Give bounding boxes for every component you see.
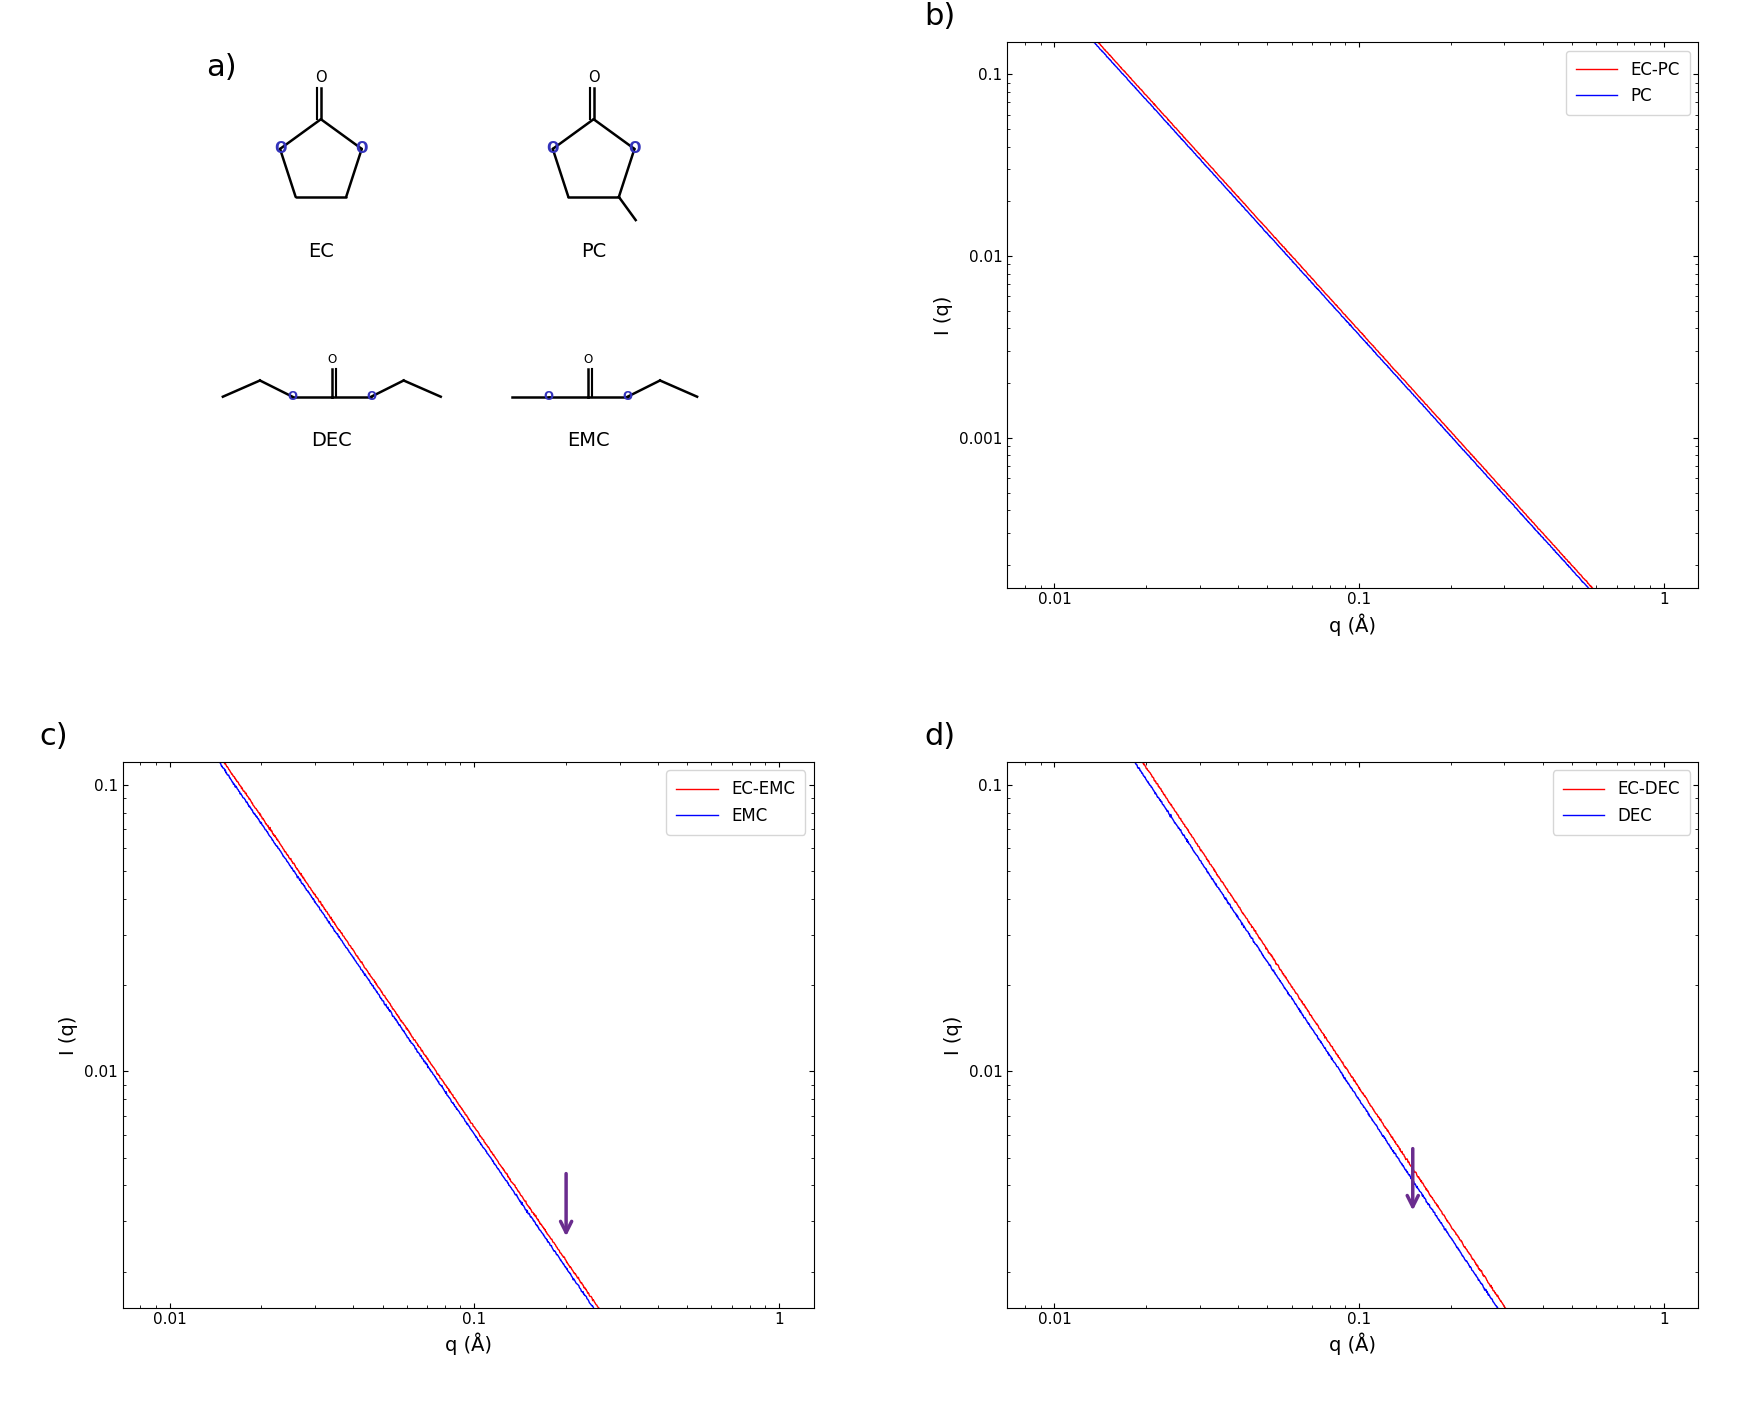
- DEC: [1345, 1085, 1366, 1102]
- EC-EMC: [273, 841, 294, 858]
- EC-EMC: [112, 606, 133, 623]
- Text: O: O: [366, 391, 376, 404]
- EC-DEC: [1157, 793, 1178, 810]
- EC-PC: [1534, 527, 1555, 544]
- EC-EMC: [418, 1053, 440, 1070]
- PC: [1157, 115, 1178, 132]
- Text: O: O: [623, 391, 632, 404]
- EMC: [112, 613, 133, 630]
- EMC: [650, 1396, 671, 1406]
- X-axis label: q (Å): q (Å): [445, 1333, 492, 1355]
- Legend: EC-DEC, DEC: EC-DEC, DEC: [1553, 770, 1690, 835]
- Text: c): c): [40, 723, 68, 751]
- DEC: [1157, 803, 1178, 820]
- Y-axis label: I (q): I (q): [60, 1015, 79, 1054]
- X-axis label: q (Å): q (Å): [1329, 1333, 1376, 1355]
- Text: EC: EC: [308, 242, 334, 262]
- Line: PC: PC: [1007, 0, 1670, 678]
- Text: O: O: [629, 142, 641, 156]
- EC-DEC: [996, 551, 1017, 568]
- DEC: [1303, 1022, 1324, 1039]
- Line: EMC: EMC: [123, 621, 786, 1406]
- Text: O: O: [273, 142, 287, 156]
- Text: O: O: [315, 70, 327, 84]
- Text: O: O: [545, 391, 553, 404]
- Text: O: O: [287, 391, 298, 404]
- PC: [1649, 658, 1670, 675]
- EC-DEC: [998, 551, 1019, 568]
- PC: [1345, 322, 1366, 339]
- Text: DEC: DEC: [312, 432, 352, 450]
- Text: a): a): [207, 53, 236, 82]
- Text: O: O: [583, 353, 594, 366]
- EMC: [273, 848, 294, 865]
- Y-axis label: I (q): I (q): [944, 1015, 963, 1054]
- Text: O: O: [588, 70, 599, 84]
- Y-axis label: I (q): I (q): [935, 295, 954, 335]
- EMC: [461, 1121, 482, 1137]
- DEC: [1226, 905, 1247, 922]
- EC-PC: [1345, 318, 1366, 335]
- Legend: EC-PC, PC: EC-PC, PC: [1565, 51, 1690, 115]
- DEC: [1534, 1372, 1555, 1389]
- EC-PC: [1660, 664, 1681, 681]
- Text: O: O: [546, 142, 559, 156]
- Text: EMC: EMC: [567, 432, 609, 450]
- Line: EC-EMC: EC-EMC: [123, 614, 786, 1406]
- Text: O: O: [355, 142, 368, 156]
- EC-PC: [1303, 271, 1324, 288]
- X-axis label: q (Å): q (Å): [1329, 613, 1376, 636]
- EC-EMC: [650, 1391, 671, 1406]
- EC-DEC: [1303, 1011, 1324, 1028]
- EC-DEC: [1226, 894, 1247, 911]
- Line: DEC: DEC: [1007, 571, 1670, 1406]
- EC-EMC: [112, 606, 133, 623]
- EC-DEC: [1345, 1074, 1366, 1091]
- Text: d): d): [925, 723, 956, 751]
- PC: [1303, 276, 1324, 292]
- EMC: [418, 1060, 440, 1077]
- Text: O: O: [327, 353, 336, 366]
- EC-PC: [1649, 654, 1670, 671]
- EC-EMC: [341, 939, 362, 956]
- EC-PC: [1226, 186, 1247, 202]
- DEC: [996, 562, 1017, 579]
- PC: [1660, 669, 1681, 686]
- Line: EC-DEC: EC-DEC: [1007, 560, 1670, 1406]
- PC: [1226, 190, 1247, 207]
- Legend: EC-EMC, EMC: EC-EMC, EMC: [667, 770, 805, 835]
- PC: [1534, 531, 1555, 548]
- EMC: [340, 946, 361, 963]
- Line: EC-PC: EC-PC: [1007, 0, 1670, 672]
- EC-EMC: [461, 1115, 482, 1132]
- Text: PC: PC: [581, 242, 606, 262]
- EC-PC: [1157, 111, 1178, 128]
- Text: b): b): [925, 3, 956, 31]
- EC-DEC: [1536, 1358, 1557, 1375]
